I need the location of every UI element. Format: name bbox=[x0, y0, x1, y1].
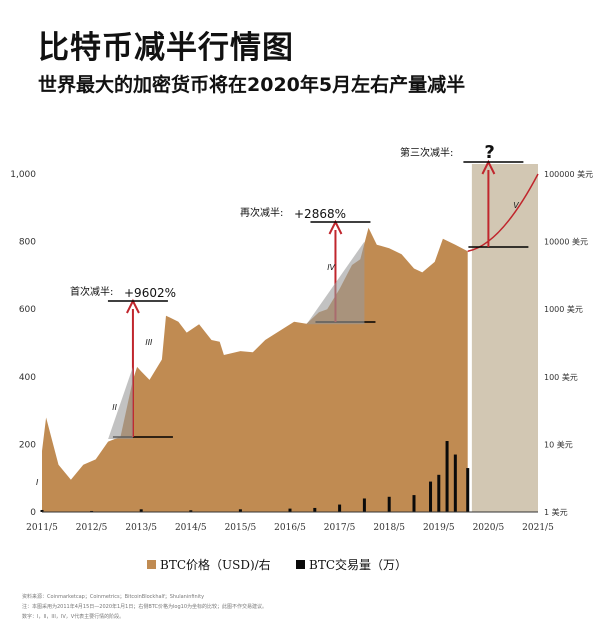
x-tick-label: 2020/5 bbox=[473, 523, 505, 533]
legend-volume: BTC交易量（万） bbox=[296, 556, 407, 573]
x-tick-label: 2021/5 bbox=[522, 523, 554, 533]
phase-triangle bbox=[306, 241, 365, 325]
chart-subtitle: 世界最大的加密货币将在2020年5月左右产量减半 bbox=[38, 74, 466, 96]
left-tick-label: 1,000 bbox=[10, 170, 36, 180]
phase-label: V bbox=[513, 201, 519, 210]
halving-change: ? bbox=[484, 142, 494, 163]
volume-bar bbox=[466, 468, 470, 512]
left-tick-label: 400 bbox=[19, 373, 36, 383]
volume-bar bbox=[453, 454, 457, 512]
phase-triangle bbox=[108, 366, 133, 440]
forecast-curve bbox=[467, 173, 539, 252]
left-tick-label: 200 bbox=[19, 440, 36, 450]
forecast-region bbox=[471, 164, 538, 512]
legend-price-swatch bbox=[147, 560, 156, 569]
left-tick-label: 0 bbox=[30, 508, 36, 518]
footnote-source: 资料来源：Coinmarketcap；Coinmetrics；BitcoinBl… bbox=[22, 594, 205, 600]
volume-bar bbox=[90, 510, 94, 512]
legend-volume-swatch bbox=[296, 560, 305, 569]
legend-price-label: BTC价格（USD)/右 bbox=[160, 558, 271, 572]
volume-bar bbox=[429, 481, 433, 512]
right-tick-label: 10000 美元 bbox=[544, 237, 588, 247]
chart-title: 比特币减半行情图 bbox=[38, 30, 294, 66]
x-tick-label: 2019/5 bbox=[423, 523, 455, 533]
volume-bar bbox=[313, 507, 317, 512]
volume-bar bbox=[445, 441, 449, 512]
x-tick-label: 2014/5 bbox=[175, 523, 207, 533]
halving-chart: 0 200 400 600 800 1,000 1 美元 10 美元 100 美元 1000 美元… bbox=[10, 142, 593, 533]
phase-label: IV bbox=[327, 263, 335, 272]
x-tick-label: 2017/5 bbox=[324, 523, 356, 533]
right-tick-label: 1000 美元 bbox=[544, 304, 583, 314]
halving-label: 再次减半: bbox=[240, 206, 283, 219]
footnote-phases: 数字：I，II，III，IV，V代表主要行情的阶段。 bbox=[22, 614, 125, 620]
phase-label: III bbox=[145, 338, 153, 347]
volume-bar bbox=[338, 504, 342, 512]
footnote-note: 注：本图采用为2011年4月15日—2020年1月1日；右侧BTC价格为log1… bbox=[22, 604, 268, 610]
right-tick-label: 1 美元 bbox=[544, 507, 568, 517]
left-tick-label: 800 bbox=[19, 238, 36, 248]
volume-bar bbox=[139, 509, 143, 512]
x-tick-label: 2018/5 bbox=[373, 523, 405, 533]
legend-price: BTC价格（USD)/右 bbox=[147, 556, 271, 573]
volume-bar bbox=[40, 509, 44, 512]
phase-label: II bbox=[112, 403, 117, 412]
halving-label: 第三次减半: bbox=[400, 146, 453, 159]
x-tick-label: 2012/5 bbox=[76, 523, 108, 533]
x-tick-label: 2015/5 bbox=[225, 523, 257, 533]
left-tick-label: 600 bbox=[19, 305, 36, 315]
x-tick-label: 2013/5 bbox=[125, 523, 157, 533]
x-tick-label: 2011/5 bbox=[26, 523, 58, 533]
volume-bar bbox=[238, 509, 242, 512]
halving-change: +2868% bbox=[294, 207, 346, 221]
volume-bar bbox=[288, 508, 292, 512]
volume-bar bbox=[387, 496, 391, 512]
halving-label: 首次减半: bbox=[70, 285, 113, 298]
right-tick-label: 100 美元 bbox=[544, 372, 578, 382]
volume-bar bbox=[189, 510, 193, 512]
right-tick-label: 10 美元 bbox=[544, 439, 573, 449]
volume-bar bbox=[362, 498, 366, 512]
volume-bar bbox=[412, 495, 416, 512]
right-tick-label: 100000 美元 bbox=[544, 169, 593, 179]
x-tick-label: 2016/5 bbox=[274, 523, 306, 533]
legend-volume-label: BTC交易量（万） bbox=[309, 558, 408, 572]
phase-label: I bbox=[36, 478, 39, 487]
price-area bbox=[42, 227, 468, 513]
halving-change: +9602% bbox=[124, 286, 176, 300]
volume-bar bbox=[437, 474, 441, 512]
